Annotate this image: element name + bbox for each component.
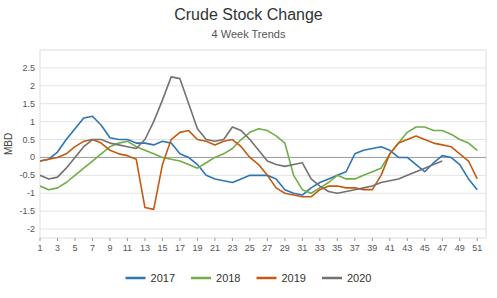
x-tick <box>232 238 233 241</box>
x-tick-label: 39 <box>367 243 377 253</box>
x-tick-label: 21 <box>210 243 220 253</box>
y-axis-label: MBD <box>3 133 14 155</box>
grid-line <box>40 193 486 194</box>
legend-swatch <box>257 277 277 280</box>
legend-label: 2019 <box>282 272 306 284</box>
x-tick-label: 9 <box>107 243 112 253</box>
x-tick <box>354 238 355 241</box>
title: Crude Stock Change <box>174 6 323 23</box>
x-tick <box>109 238 110 241</box>
x-tick <box>442 238 443 241</box>
x-tick-label: 47 <box>437 243 447 253</box>
plot-frame <box>40 50 486 238</box>
series-group <box>40 77 477 209</box>
x-tick-label: 33 <box>315 243 325 253</box>
grid-line <box>40 103 486 104</box>
x-tick <box>197 238 198 241</box>
x-tick-label: 11 <box>123 243 132 253</box>
x-tick-label: 41 <box>385 243 395 253</box>
x-tick <box>214 238 215 241</box>
x-tick-label: 49 <box>455 243 465 253</box>
legend-label: 2017 <box>151 272 175 284</box>
chart: Crude Stock Change 4 Week Trends -2 -1.5 -1 -… <box>0 0 497 298</box>
grid-line <box>40 121 486 122</box>
series-line <box>40 131 477 210</box>
x-tick <box>144 238 145 241</box>
x-tick <box>162 238 163 241</box>
legend: 2017 2018 2019 2020 <box>126 272 372 284</box>
x-tick-label: 1 <box>37 243 42 253</box>
subtitle: 4 Week Trends <box>212 28 286 40</box>
y-tick-label: -2 <box>27 224 35 234</box>
legend-swatch <box>322 277 342 280</box>
x-tick <box>302 238 303 241</box>
x-tick-label: 45 <box>420 243 430 253</box>
legend-label: 2020 <box>347 272 371 284</box>
x-tick-label: 25 <box>245 243 255 253</box>
x-tick-label: 29 <box>280 243 290 253</box>
x-tick-label: 23 <box>227 243 237 253</box>
x-tick-label: 51 <box>472 243 482 253</box>
x-tick-label: 35 <box>332 243 342 253</box>
legend-swatch <box>126 277 146 280</box>
y-tick-label: 2.5 <box>22 63 35 73</box>
x-tick-label: 31 <box>297 243 307 253</box>
x-tick <box>284 238 285 241</box>
grid-line <box>40 67 486 68</box>
x-tick-label: 19 <box>192 243 202 253</box>
y-tick-label: -0.5 <box>19 170 35 180</box>
x-tick <box>459 238 460 241</box>
y-tick-label: 2 <box>30 81 35 91</box>
x-tick <box>40 238 41 241</box>
y-tick-label: 0 <box>30 152 35 162</box>
legend-label: 2018 <box>216 272 240 284</box>
y-tick-label: -1.5 <box>19 206 35 216</box>
x-tick <box>389 238 390 241</box>
legend-item: 2018 <box>191 272 240 284</box>
legend-swatch <box>191 277 211 280</box>
series-line <box>40 77 442 193</box>
x-tick <box>477 238 478 241</box>
x-tick-label: 27 <box>262 243 272 253</box>
x-tick <box>179 238 180 241</box>
x-tick <box>337 238 338 241</box>
x-tick-label: 13 <box>140 243 150 253</box>
grid-line <box>40 229 486 230</box>
grid-line <box>40 157 486 158</box>
x-tick-label: 37 <box>350 243 360 253</box>
y-tick-label: 1.5 <box>22 99 35 109</box>
x-tick <box>57 238 58 241</box>
x-tick <box>92 238 93 241</box>
x-tick-label: 43 <box>402 243 412 253</box>
grid-line <box>40 211 486 212</box>
grid-line <box>40 139 486 140</box>
y-tick-label: 0.5 <box>22 135 35 145</box>
y-tick-label: 1 <box>30 117 35 127</box>
x-tick-label: 5 <box>72 243 77 253</box>
x-tick-label: 3 <box>55 243 60 253</box>
x-tick <box>249 238 250 241</box>
x-tick-label: 7 <box>90 243 95 253</box>
x-tick <box>407 238 408 241</box>
x-tick <box>127 238 128 241</box>
x-tick <box>424 238 425 241</box>
x-tick <box>319 238 320 241</box>
legend-item: 2019 <box>257 272 306 284</box>
grid-line <box>40 85 486 86</box>
x-tick-label: 17 <box>175 243 185 253</box>
series-line <box>40 116 477 195</box>
x-tick-label: 15 <box>157 243 167 253</box>
legend-item: 2017 <box>126 272 175 284</box>
y-tick-label: -1 <box>27 188 35 198</box>
x-tick <box>372 238 373 241</box>
legend-item: 2020 <box>322 272 371 284</box>
x-tick <box>74 238 75 241</box>
x-tick <box>267 238 268 241</box>
